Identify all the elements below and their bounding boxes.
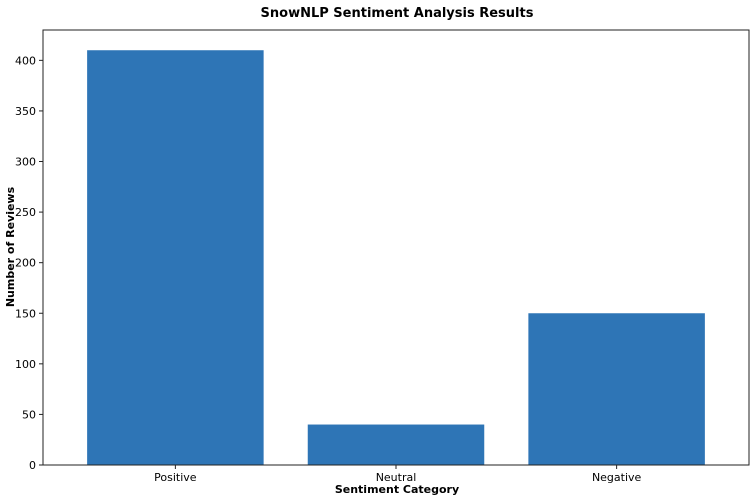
bar-positive xyxy=(87,50,264,466)
x-axis-ticks: Positive Neutral Negative xyxy=(154,465,642,484)
y-axis-ticks: 0 50 100 150 200 250 300 350 400 xyxy=(15,54,43,472)
bar-neutral xyxy=(307,424,485,465)
chart-title: SnowNLP Sentiment Analysis Results xyxy=(261,6,534,21)
x-tick-label: Negative xyxy=(592,471,642,484)
y-tick-label: 0 xyxy=(29,459,36,472)
y-tick-label: 50 xyxy=(22,408,36,421)
y-tick-label: 200 xyxy=(15,257,36,270)
bars-group xyxy=(87,50,705,466)
y-tick-label: 350 xyxy=(15,105,36,118)
x-tick-label: Positive xyxy=(154,471,197,484)
y-axis-label: Number of Reviews xyxy=(4,186,17,307)
x-axis-label: Sentiment Category xyxy=(335,483,459,496)
bar-negative xyxy=(528,313,705,465)
y-tick-label: 400 xyxy=(15,54,36,67)
x-tick-label: Neutral xyxy=(376,471,417,484)
y-tick-label: 100 xyxy=(15,358,36,371)
y-tick-label: 250 xyxy=(15,206,36,219)
y-tick-label: 150 xyxy=(15,307,36,320)
y-tick-label: 300 xyxy=(15,156,36,169)
